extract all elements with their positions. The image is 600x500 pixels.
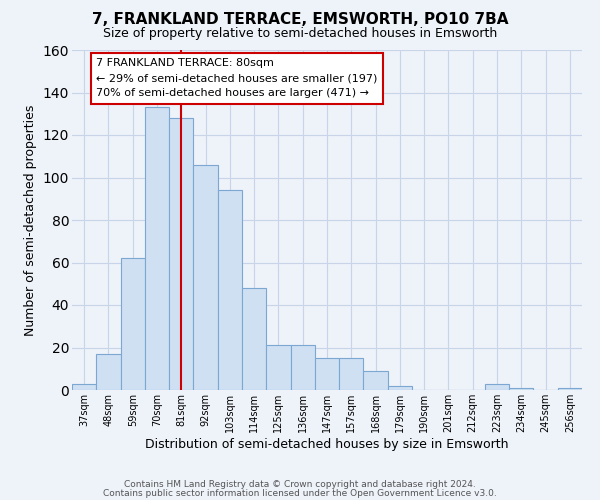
Y-axis label: Number of semi-detached properties: Number of semi-detached properties bbox=[24, 104, 37, 336]
Bar bbox=[339, 358, 364, 390]
Bar bbox=[96, 354, 121, 390]
Text: 7, FRANKLAND TERRACE, EMSWORTH, PO10 7BA: 7, FRANKLAND TERRACE, EMSWORTH, PO10 7BA bbox=[92, 12, 508, 28]
Text: Size of property relative to semi-detached houses in Emsworth: Size of property relative to semi-detach… bbox=[103, 28, 497, 40]
Bar bbox=[72, 384, 96, 390]
Bar bbox=[364, 371, 388, 390]
Bar bbox=[121, 258, 145, 390]
X-axis label: Distribution of semi-detached houses by size in Emsworth: Distribution of semi-detached houses by … bbox=[145, 438, 509, 450]
Bar bbox=[388, 386, 412, 390]
Bar bbox=[169, 118, 193, 390]
Bar bbox=[218, 190, 242, 390]
Bar bbox=[558, 388, 582, 390]
Bar bbox=[290, 346, 315, 390]
Bar bbox=[266, 346, 290, 390]
Bar bbox=[145, 108, 169, 390]
Bar bbox=[485, 384, 509, 390]
Text: Contains HM Land Registry data © Crown copyright and database right 2024.: Contains HM Land Registry data © Crown c… bbox=[124, 480, 476, 489]
Bar bbox=[509, 388, 533, 390]
Bar bbox=[242, 288, 266, 390]
Bar bbox=[315, 358, 339, 390]
Text: Contains public sector information licensed under the Open Government Licence v3: Contains public sector information licen… bbox=[103, 488, 497, 498]
Text: 7 FRANKLAND TERRACE: 80sqm
← 29% of semi-detached houses are smaller (197)
70% o: 7 FRANKLAND TERRACE: 80sqm ← 29% of semi… bbox=[96, 58, 377, 98]
Bar bbox=[193, 165, 218, 390]
